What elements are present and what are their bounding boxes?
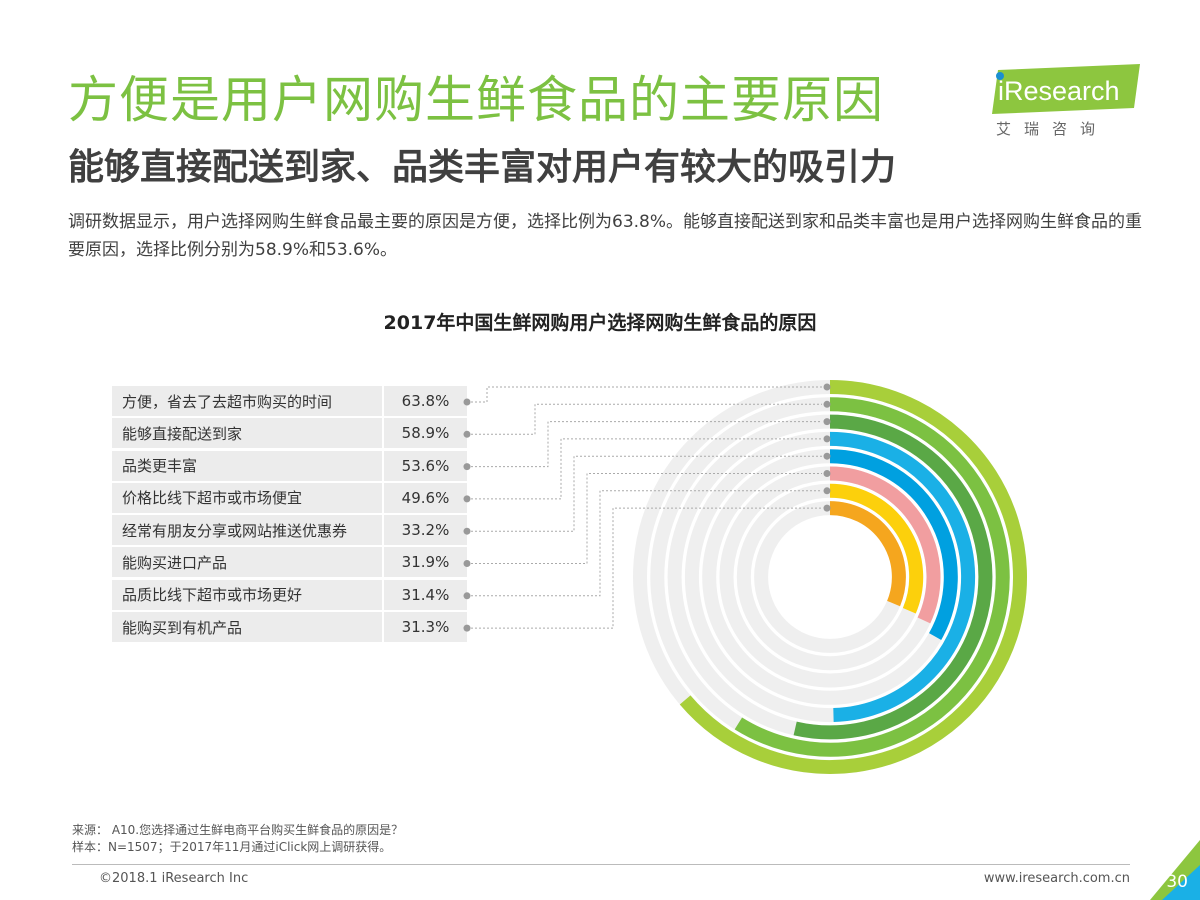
iresearch-logo: iResearch <box>992 64 1140 114</box>
logo-dot <box>996 72 1004 80</box>
page-number: 30 <box>1166 872 1188 892</box>
source-line-1: 来源： A10.您选择通过生鲜电商平台购买生鲜食品的原因是？ <box>72 823 404 837</box>
legend-label: 价格比线下超市或市场便宜 <box>122 489 303 508</box>
connector-dot <box>823 504 831 512</box>
connector-dot <box>823 452 831 460</box>
ring-bar <box>829 449 958 640</box>
legend-label: 方便，省去了去超市购买的时间 <box>122 392 333 411</box>
connector-dot <box>463 463 471 471</box>
legend-row: 品质比线下超市或市场更好 31.4% <box>112 579 467 610</box>
page-title: 方便是用户网购生鲜食品的主要原因 <box>68 71 884 129</box>
legend-row: 品类更丰富 53.6% <box>112 450 467 481</box>
connector-dot <box>463 527 471 535</box>
legend-value: 33.2% <box>382 515 467 546</box>
legend-label: 能购买进口产品 <box>122 553 228 572</box>
connector-dot <box>463 430 471 438</box>
source-line-2: 样本：N=1507；于2017年11月通过iClick网上调研获得。 <box>72 840 392 854</box>
connector-dot <box>823 470 831 477</box>
ring-bar <box>829 501 906 607</box>
connector-line <box>467 386 822 403</box>
legend-value: 31.3% <box>382 612 467 643</box>
connector-dot <box>823 487 831 495</box>
copyright: ©2018.1 iResearch Inc <box>99 871 249 886</box>
legend-row: 能购买到有机产品 31.3% <box>112 612 467 643</box>
connector-line <box>467 507 822 629</box>
connector-dot <box>463 495 471 503</box>
legend-label: 能够直接配送到家 <box>122 424 243 443</box>
legend-label: 品类更丰富 <box>122 457 198 476</box>
chart-title: 2017年中国生鲜网购用户选择网购生鲜食品的原因 <box>383 312 817 334</box>
legend-value: 63.8% <box>382 386 467 416</box>
legend-row: 方便，省去了去超市购买的时间 63.8% <box>112 386 467 416</box>
legend-row: 经常有朋友分享或网站推送优惠券 33.2% <box>112 515 467 546</box>
page-description: 调研数据显示，用户选择网购生鲜食品最主要的原因是方便，选择比例为63.8%。能够… <box>68 212 1143 260</box>
connector-dot <box>823 435 831 443</box>
legend-table: 方便，省去了去超市购买的时间 63.8% 能够直接配送到家 58.9% 品类更丰富 53.… <box>112 386 467 644</box>
legend-label: 能购买到有机产品 <box>122 618 243 637</box>
connector-line <box>467 473 822 564</box>
legend-label: 品质比线下超市或市场更好 <box>122 586 303 605</box>
logo-brand: iResearch <box>998 76 1120 106</box>
corner-blue <box>1162 865 1200 900</box>
source-note: 来源： A10.您选择通过生鲜电商平台购买生鲜食品的原因是？ 样本：N=1507… <box>72 822 403 856</box>
corner-decoration <box>1150 840 1200 900</box>
legend-value: 58.9% <box>382 418 467 449</box>
legend-row: 能够直接配送到家 58.9% <box>112 418 467 449</box>
legend-value: 31.9% <box>382 547 467 578</box>
logo-banner <box>992 64 1140 114</box>
page-subtitle: 能够直接配送到家、品类丰富对用户有较大的吸引力 <box>68 147 897 188</box>
connector-line <box>467 438 822 500</box>
website-link[interactable]: www.iresearch.com.cn <box>983 871 1130 886</box>
connector-dot <box>463 592 471 600</box>
legend-row: 能购买进口产品 31.9% <box>112 547 467 578</box>
connector-dot <box>463 624 471 632</box>
connector-line <box>467 421 822 468</box>
logo-subtitle: 艾瑞咨询 <box>996 120 1109 138</box>
connector-dot <box>463 398 471 406</box>
legend-label: 经常有朋友分享或网站推送优惠券 <box>122 521 348 540</box>
legend-row: 价格比线下超市或市场便宜 49.6% <box>112 482 467 513</box>
ring-bar <box>829 483 924 614</box>
legend-value: 31.4% <box>382 579 467 610</box>
legend-value: 49.6% <box>382 482 467 513</box>
connector-dot <box>823 418 831 426</box>
ring-bar <box>829 431 976 723</box>
ring-bar <box>829 466 941 624</box>
connector-line <box>467 490 822 597</box>
connector-line <box>467 455 822 532</box>
connector-line <box>467 403 822 435</box>
connector-dot <box>823 400 831 408</box>
ring-bar <box>734 397 1010 757</box>
ring-bar <box>793 414 993 740</box>
ring-bar <box>679 380 1027 774</box>
connector-dot <box>823 383 831 391</box>
connector-dot <box>463 560 471 567</box>
legend-value: 53.6% <box>382 450 467 481</box>
footer-divider <box>72 864 1130 865</box>
